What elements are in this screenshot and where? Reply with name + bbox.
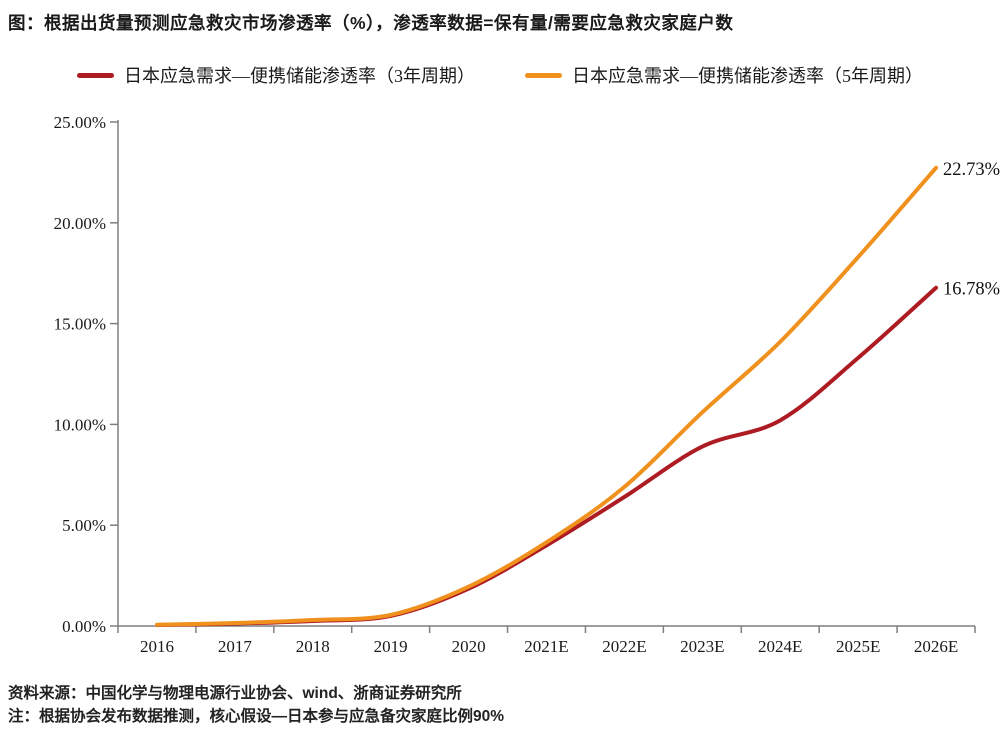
x-tick-label: 2021E bbox=[524, 637, 568, 656]
y-tick-label: 5.00% bbox=[62, 516, 106, 535]
y-tick-label: 0.00% bbox=[62, 617, 106, 636]
series-end-label-1: 22.73% bbox=[943, 160, 1000, 180]
legend-item-5yr: 日本应急需求—便携储能渗透率（5年周期） bbox=[525, 62, 923, 88]
x-tick-label: 2019 bbox=[374, 637, 408, 656]
x-tick-label: 2023E bbox=[680, 637, 724, 656]
series-end-label-0: 16.78% bbox=[943, 280, 1000, 300]
y-tick-label: 10.00% bbox=[54, 415, 106, 434]
source-note: 资料来源：中国化学与物理电源行业协会、wind、浙商证券研究所 bbox=[8, 685, 462, 702]
y-tick-label: 20.00% bbox=[54, 214, 106, 233]
x-tick-label: 2017 bbox=[218, 637, 253, 656]
y-tick-label: 15.00% bbox=[54, 315, 106, 334]
assumption-note: 注：根据协会发布数据推测，核心假设—日本参与应急备灾家庭比例90% bbox=[8, 708, 505, 725]
x-tick-label: 2016 bbox=[140, 637, 174, 656]
x-tick-label: 2018 bbox=[296, 637, 330, 656]
x-tick-label: 2026E bbox=[914, 637, 958, 656]
series-line-0 bbox=[154, 285, 939, 627]
figure-footer: 资料来源：中国化学与物理电源行业协会、wind、浙商证券研究所 注：根据协会发布… bbox=[8, 682, 504, 728]
chart-legend: 日本应急需求—便携储能渗透率（3年周期） 日本应急需求—便携储能渗透率（5年周期… bbox=[0, 62, 1000, 88]
figure-title: 图：根据出货量预测应急救灾市场渗透率（%），渗透率数据=保有量/需要应急救灾家庭… bbox=[8, 13, 734, 33]
x-tick-label: 2025E bbox=[836, 637, 880, 656]
chart-svg: 0.00% 5.00% 10.00% 15.00% 20.00% 25.00% 2016 20… bbox=[54, 113, 1000, 656]
series-line-1 bbox=[154, 165, 939, 627]
legend-item-3yr: 日本应急需求—便携储能渗透率（3年周期） bbox=[77, 62, 475, 88]
legend-swatch-3yr bbox=[77, 72, 114, 78]
legend-label-5yr: 日本应急需求—便携储能渗透率（5年周期） bbox=[572, 66, 923, 86]
y-tick-label: 25.00% bbox=[54, 113, 106, 132]
x-tick-label: 2020 bbox=[452, 637, 486, 656]
x-tick-label: 2024E bbox=[758, 637, 802, 656]
x-tick-label: 2022E bbox=[602, 637, 646, 656]
legend-swatch-5yr bbox=[525, 72, 562, 78]
legend-label-3yr: 日本应急需求—便携储能渗透率（3年周期） bbox=[124, 66, 475, 86]
